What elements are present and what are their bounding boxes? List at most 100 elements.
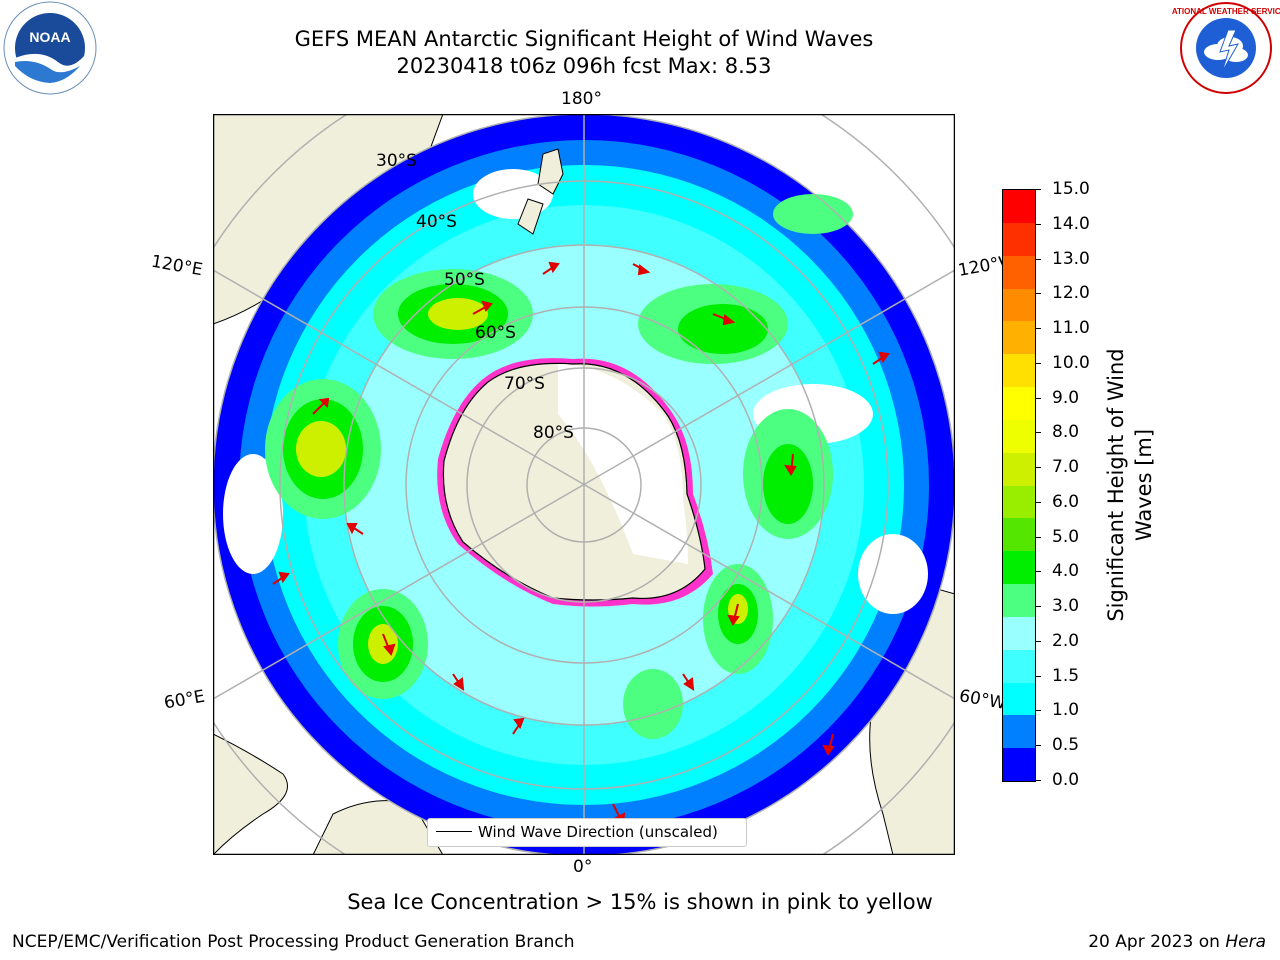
colorbar-segment [1003,354,1035,387]
colorbar-tick-label: 10.0 [1052,352,1090,373]
colorbar-segment [1003,288,1035,322]
sea-ice-note: Sea Ice Concentration > 15% is shown in … [347,890,933,914]
colorbar-segment [1003,419,1035,453]
colorbar-segment [1003,748,1035,781]
arrow [712,313,736,326]
new-zealand-land [517,148,564,235]
lat-label-70s: 70°S [504,374,545,394]
colorbar-tick-label: 0.0 [1052,770,1080,790]
colorbar-tick-label: 0.5 [1052,735,1080,756]
wind-wave-arrows [272,261,890,827]
arrow [512,717,525,735]
colorbar-tick-label: 13.0 [1052,248,1090,269]
colorbar-tick-mark [1035,223,1041,225]
colorbar [1002,189,1036,782]
colorbar-segment [1003,584,1035,617]
colorbar-segment [1003,551,1035,584]
map-frame [212,113,956,856]
colorbar-tick-mark [1035,258,1041,260]
colorbar-tick-label: 7.0 [1052,457,1080,478]
lon-label-120e: 120°E [149,251,205,281]
arrow [682,673,695,691]
colorbar-tick-mark [1035,362,1041,364]
africa-land [213,733,288,855]
arrow [272,571,290,585]
colorbar-tick-mark [1035,710,1041,712]
nws-logo: NATIONAL WEATHER SERVICE [1166,0,1280,100]
lon-label-180: 180° [561,89,602,109]
svg-text:NATIONAL WEATHER SERVICE: NATIONAL WEATHER SERVICE [1172,7,1280,16]
colorbar-tick-mark [1035,780,1041,781]
colorbar-segment [1003,649,1035,683]
colorbar-segment [1003,387,1035,420]
lon-label-60e: 60°E [162,686,207,714]
colorbar-segment [1003,485,1035,519]
colorbar-tick-mark [1035,328,1041,330]
colorbar-segment [1003,715,1035,749]
arrow [872,351,890,365]
arrow [784,453,797,476]
colorbar-segment [1003,518,1035,552]
colorbar-tick-label: 11.0 [1052,318,1090,339]
chart-subtitle: 20230418 t06z 096h fcst Max: 8.53 [396,54,772,78]
arrow [822,733,835,756]
colorbar-tick-mark [1035,606,1041,608]
lat-label-60s: 60°S [475,323,516,343]
colorbar-tick-label: 3.0 [1052,596,1080,617]
lon-label-60w: 60°W [957,686,1008,714]
polar-map [212,113,956,856]
date-host: Hera [1225,932,1266,952]
colorbar-tick-mark [1035,501,1041,503]
colorbar-tick-label: 6.0 [1052,491,1080,512]
colorbar-tick-mark [1035,432,1041,434]
colorbar-tick-mark [1035,467,1041,469]
colorbar-segment [1003,222,1035,256]
colorbar-tick-mark [1035,640,1041,642]
colorbar-tick-label: 15.0 [1052,179,1090,199]
lat-label-40s: 40°S [416,212,457,232]
colorbar-tick-label: 8.0 [1052,422,1080,443]
colorbar-segment [1003,190,1035,223]
credit-text: NCEP/EMC/Verification Post Processing Pr… [12,932,575,952]
colorbar-tick-mark [1035,571,1041,573]
lat-label-80s: 80°S [533,423,574,443]
colorbar-tick-label: 4.0 [1052,561,1080,582]
arrow [452,673,465,691]
colorbar-tick-label: 5.0 [1052,526,1080,547]
colorbar-tick-mark [1035,189,1041,190]
date-text: 20 Apr 2023 on Hera [1088,932,1266,952]
legend-line [436,831,472,832]
arrow [312,397,330,415]
colorbar-segment [1003,321,1035,355]
arrow [632,263,651,276]
colorbar-tick-mark [1035,293,1041,295]
colorbar-tick-label: 14.0 [1052,213,1090,234]
noaa-logo: NOAA [0,0,110,100]
colorbar-tick-mark [1035,675,1041,677]
colorbar-segment [1003,616,1035,650]
colorbar-label: Significant Height of Wind Waves [m] [1104,348,1156,622]
date-prefix: 20 Apr 2023 on [1088,932,1226,952]
arrow [542,261,560,275]
chart-title: GEFS MEAN Antarctic Significant Height o… [294,27,874,51]
colorbar-tick-label: 12.0 [1052,283,1090,304]
colorbar-tick-label: 2.0 [1052,630,1080,651]
legend-label: Wind Wave Direction (unscaled) [478,823,718,841]
colorbar-segment [1003,682,1035,716]
colorbar-segment [1003,452,1035,486]
arrow [382,633,396,656]
lon-label-0: 0° [573,857,593,877]
colorbar-tick-mark [1035,745,1041,747]
colorbar-tick-label: 1.5 [1052,665,1080,686]
colorbar-tick-mark [1035,536,1041,538]
legend: Wind Wave Direction (unscaled) [427,818,747,847]
svg-text:NOAA: NOAA [29,29,70,45]
colorbar-segment [1003,255,1035,289]
lat-label-50s: 50°S [444,270,485,290]
lat-label-30s: 30°S [376,151,417,171]
arrow [727,603,740,626]
arrow [346,523,364,535]
colorbar-tick-label: 9.0 [1052,387,1080,408]
colorbar-tick-mark [1035,397,1041,399]
graticule [213,114,955,855]
